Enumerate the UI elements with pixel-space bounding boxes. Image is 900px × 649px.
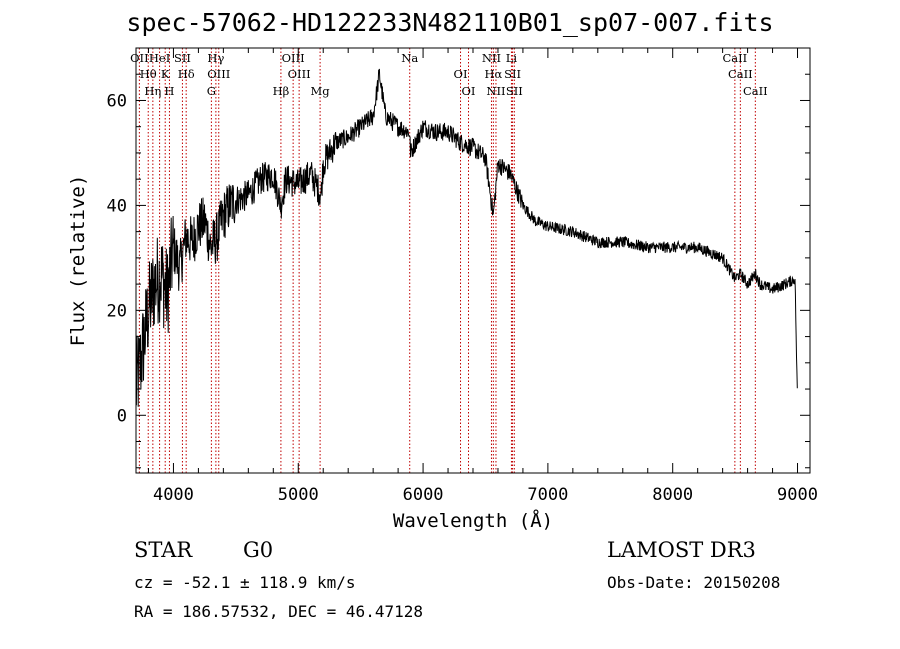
y-axis: 0 20 40 60 xyxy=(107,47,810,469)
spectral-line-label: CaII xyxy=(728,67,753,81)
spectral-line-label: Hθ xyxy=(140,67,157,81)
x-tick-label: 4000 xyxy=(153,485,194,505)
spectral-line-label: OI xyxy=(454,67,468,81)
spectral-line-label: Li xyxy=(506,51,518,65)
x-axis-label: Wavelength (Å) xyxy=(393,509,553,532)
y-axis-label: Flux (relative) xyxy=(67,175,89,347)
series-line-spectrum xyxy=(135,68,798,407)
spectral-line-label: Na xyxy=(401,51,418,65)
spectral-line-label: Hδ xyxy=(178,67,195,81)
y-tick-label: 20 xyxy=(107,301,127,321)
spectral-line-label: SII xyxy=(504,67,521,81)
spectral-line-label: CaII xyxy=(722,51,747,65)
spectral-line-label: NII xyxy=(486,84,505,98)
plot-frame xyxy=(135,47,811,474)
spectral-line-label: OII xyxy=(130,51,149,65)
spectral-line-label: Hγ xyxy=(207,51,224,65)
spectral-line-label: OI xyxy=(462,84,476,98)
chart-title: spec-57062-HD122233N482110B01_sp07-007.f… xyxy=(126,8,774,37)
spectral-line-label: H xyxy=(164,84,174,98)
x-axis: 4000 5000 6000 7000 8000 9000 xyxy=(147,48,818,505)
spectral-line-label: NII xyxy=(482,51,501,65)
spectral-line-label: G xyxy=(207,84,216,98)
spectral-line-label: SII xyxy=(174,51,191,65)
survey-name: LAMOST DR3 xyxy=(607,538,756,562)
line-labels: OIIHθHηHeIKHSIIHδGHγOIIIHβOIIIOIIIMgNaOI… xyxy=(130,51,768,98)
x-tick-label: 5000 xyxy=(278,485,319,505)
x-tick-label: 7000 xyxy=(527,485,568,505)
y-tick-label: 0 xyxy=(117,406,127,426)
x-tick-label: 6000 xyxy=(403,485,444,505)
spectral-line-label: SII xyxy=(506,84,523,98)
spectral-line-label: Hα xyxy=(484,67,502,81)
spectral-line-label: OIII xyxy=(288,67,311,81)
series-group xyxy=(135,68,798,407)
spectral-line-label: Hβ xyxy=(273,84,290,98)
y-tick-label: 40 xyxy=(107,196,127,216)
redshift-text: cz = -52.1 ± 118.9 km/s xyxy=(134,573,356,592)
object-subclass: G0 xyxy=(243,538,274,562)
y-tick-label: 60 xyxy=(107,91,127,111)
coordinates-text: RA = 186.57532, DEC = 46.47128 xyxy=(134,602,423,621)
line-markers xyxy=(138,48,756,473)
spectral-line-label: HeI xyxy=(149,51,170,65)
x-tick-label: 8000 xyxy=(652,485,693,505)
spectral-line-label: CaII xyxy=(743,84,768,98)
obs-date-text: Obs-Date: 20150208 xyxy=(607,573,781,592)
object-class: STAR xyxy=(134,538,193,562)
spectral-line-label: K xyxy=(161,67,170,81)
spectral-line-label: Mg xyxy=(311,84,331,98)
spectral-line-label: OIII xyxy=(282,51,305,65)
spectral-line-label: OIII xyxy=(207,67,230,81)
x-tick-label: 9000 xyxy=(777,485,818,505)
spectral-line-label: Hη xyxy=(144,84,161,98)
